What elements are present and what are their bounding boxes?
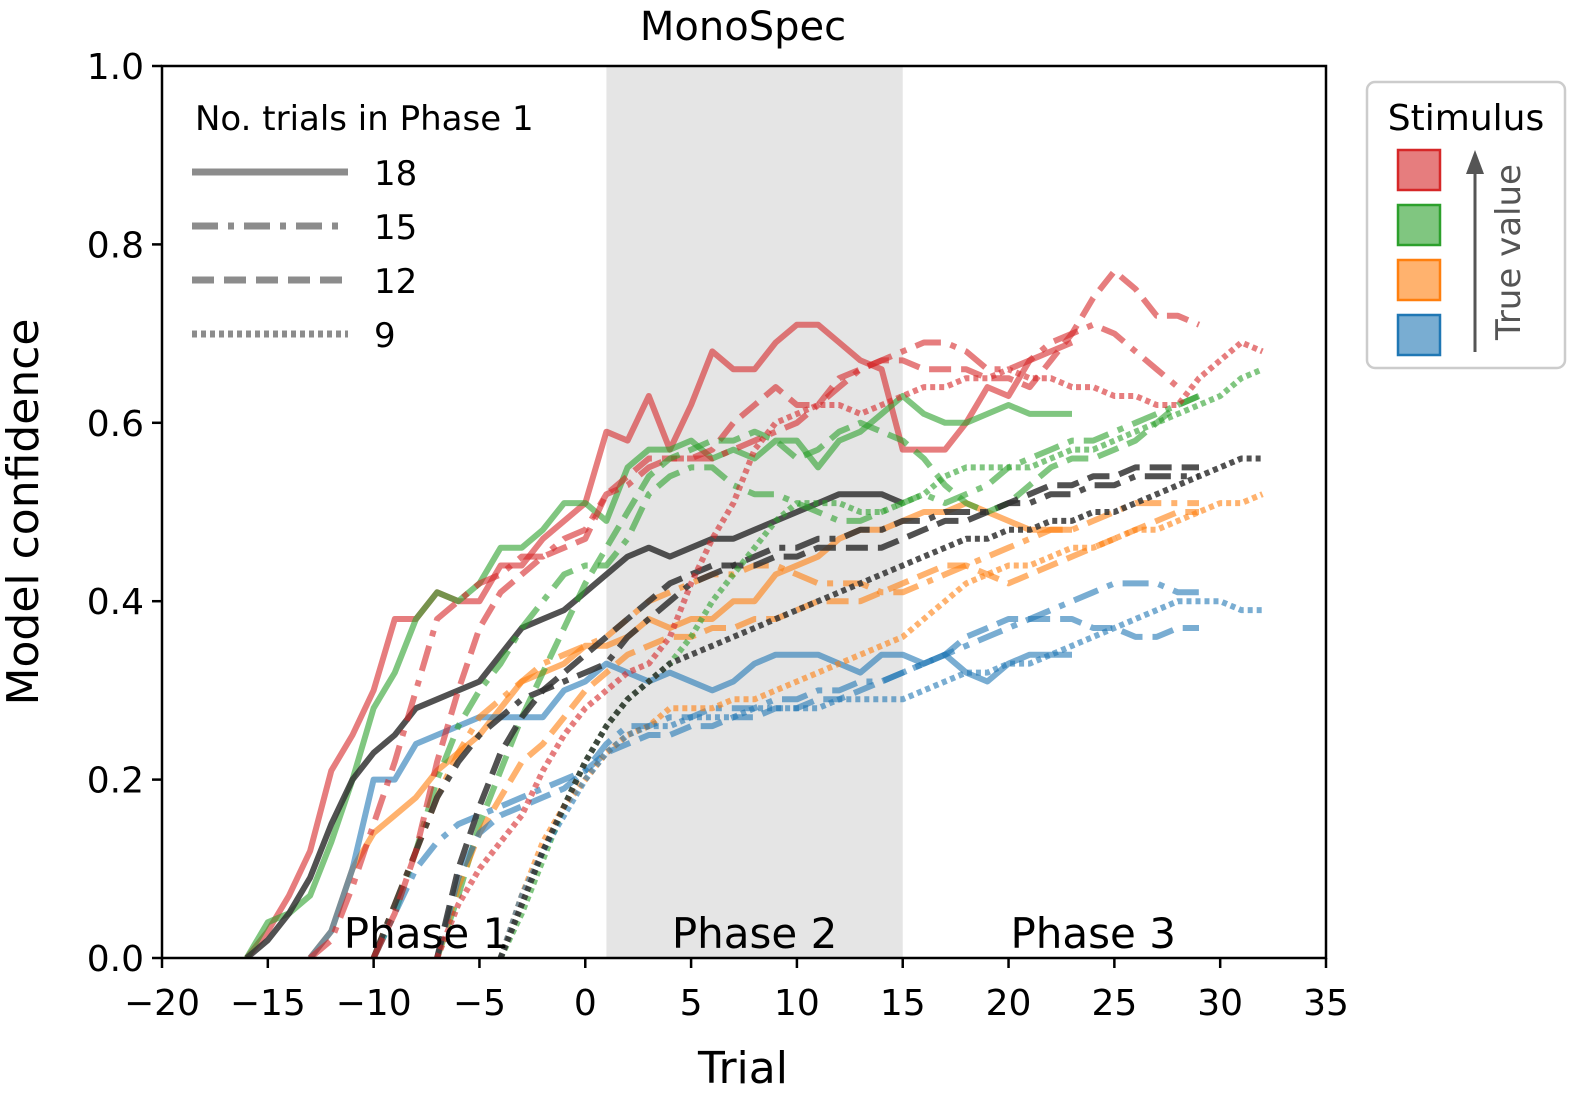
series-line-9-15 [434,339,1264,958]
legend-label-15: 15 [374,208,417,248]
legend-label-18: 18 [374,154,417,194]
x-tick-label: −10 [336,983,412,1024]
x-tick-label: 30 [1197,983,1243,1024]
y-tick-label: 0.2 [87,761,144,802]
chart-title: MonoSpec [640,4,846,50]
x-tick-label: 35 [1303,983,1349,1024]
x-tick-label: −5 [453,983,506,1024]
series-line-18-4 [244,491,904,958]
y-tick-label: 0.6 [87,404,144,445]
x-tick-label: 0 [574,983,597,1024]
y-tick-label: 1.0 [87,47,144,88]
series-line-9-19 [497,455,1263,958]
stimulus-swatch-3 [1396,258,1442,302]
series-line-12-10 [370,268,1201,958]
x-tick-label: 15 [880,983,926,1024]
series-line-15-9 [370,473,1199,958]
legend-label-12: 12 [374,262,417,302]
stimulus-legend: Stimulus True value [1365,80,1567,370]
series-line-15-5 [308,321,1180,958]
series-line-12-14 [434,464,1199,958]
phase-label-3: Phase 3 [1010,909,1175,958]
stimulus-swatch-2 [1396,203,1442,247]
phase-label-1: Phase 1 [344,909,509,958]
true-value-arrowhead [1466,150,1484,174]
x-tick-label: −20 [124,983,200,1024]
stimulus-legend-title: Stimulus [1388,98,1544,139]
linestyle-legend-title: No. trials in Phase 1 [195,99,534,139]
true-value-label: True value [1489,164,1529,341]
series-line-12-11 [434,393,1201,958]
x-tick-label: 10 [774,983,820,1024]
series-line-18-1 [244,393,1072,958]
plot-frame [160,64,1328,960]
x-tick-label: −15 [230,983,306,1024]
legend-label-9: 9 [374,316,396,356]
y-axis-label: Model confidence [0,319,49,706]
series-line-18-0 [244,321,1074,958]
stimulus-swatch-4 [1396,313,1442,357]
series-line-15-8 [370,580,1199,958]
series-line-15-7 [370,500,1199,958]
phase-2-shade [606,66,903,958]
stimulus-swatch-1 [1396,148,1442,192]
x-tick-label: 5 [680,983,703,1024]
series-line-9-17 [497,491,1264,958]
phase-label-2: Phase 2 [672,909,837,958]
series-line-12-12 [434,509,1199,958]
y-tick-label: 0.8 [87,225,144,266]
x-axis-label: Trial [697,1043,788,1094]
series-line-15-6 [370,393,1201,958]
series-line-12-13 [434,616,1199,958]
x-tick-label: 25 [1091,983,1137,1024]
y-tick-label: 0.0 [87,939,144,980]
x-tick-label: 20 [986,983,1032,1024]
y-tick-label: 0.4 [87,582,144,623]
linestyle-legend: No. trials in Phase 1 18 15 12 9 [192,99,534,356]
